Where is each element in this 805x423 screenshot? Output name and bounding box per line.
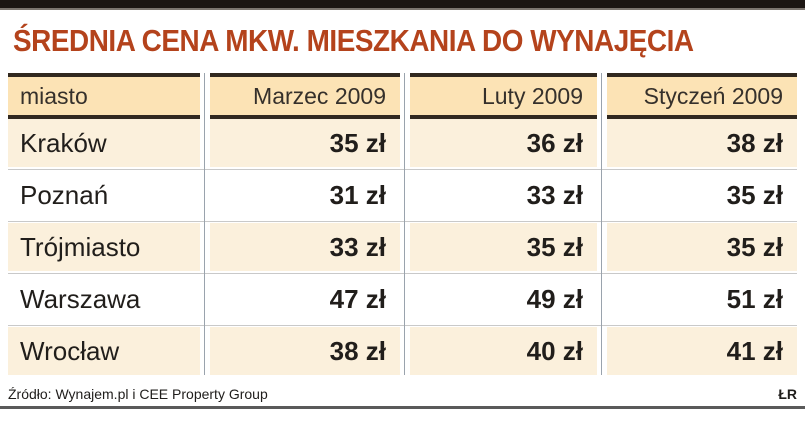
column-divider bbox=[204, 73, 205, 375]
price-cell-styczen: 38 zł bbox=[607, 119, 797, 167]
column-header-styczen-2009: Styczeń 2009 bbox=[607, 73, 797, 119]
page-title: ŚREDNIA CENA MKW. MIESZKANIA DO WYNAJĘCI… bbox=[13, 23, 694, 58]
table-header-row: miasto Marzec 2009 Luty 2009 Styczeń 200… bbox=[8, 73, 797, 119]
table-row: Warszawa 47 zł 49 zł 51 zł bbox=[8, 275, 797, 323]
column-header-luty-2009: Luty 2009 bbox=[410, 73, 597, 119]
column-header-miasto: miasto bbox=[8, 73, 200, 119]
price-cell-luty: 49 zł bbox=[410, 275, 597, 323]
source-text: Źródło: Wynajem.pl i CEE Property Group bbox=[8, 386, 268, 402]
price-cell-marzec: 33 zł bbox=[210, 223, 400, 271]
price-cell-luty: 36 zł bbox=[410, 119, 597, 167]
price-cell-marzec: 47 zł bbox=[210, 275, 400, 323]
row-separator bbox=[8, 167, 797, 171]
city-cell: Poznań bbox=[8, 171, 200, 219]
city-cell: Kraków bbox=[8, 119, 200, 167]
price-cell-luty: 33 zł bbox=[410, 171, 597, 219]
table-row: Kraków 35 zł 36 zł 38 zł bbox=[8, 119, 797, 167]
price-cell-styczen: 35 zł bbox=[607, 223, 797, 271]
price-cell-styczen: 35 zł bbox=[607, 171, 797, 219]
column-header-marzec-2009: Marzec 2009 bbox=[210, 73, 400, 119]
row-separator bbox=[8, 323, 797, 327]
footer: Źródło: Wynajem.pl i CEE Property Group … bbox=[8, 386, 797, 402]
price-cell-marzec: 31 zł bbox=[210, 171, 400, 219]
price-cell-styczen: 51 zł bbox=[607, 275, 797, 323]
table-row: Poznań 31 zł 33 zł 35 zł bbox=[8, 171, 797, 219]
column-divider bbox=[601, 73, 602, 375]
price-cell-marzec: 38 zł bbox=[210, 327, 400, 375]
author-initials: ŁR bbox=[778, 386, 797, 402]
city-cell: Wrocław bbox=[8, 327, 200, 375]
table-row: Trójmiasto 33 zł 35 zł 35 zł bbox=[8, 223, 797, 271]
price-table: miasto Marzec 2009 Luty 2009 Styczeń 200… bbox=[8, 73, 797, 375]
price-cell-styczen: 41 zł bbox=[607, 327, 797, 375]
table-row: Wrocław 38 zł 40 zł 41 zł bbox=[8, 327, 797, 375]
row-separator bbox=[8, 271, 797, 275]
price-cell-luty: 35 zł bbox=[410, 223, 597, 271]
price-cell-marzec: 35 zł bbox=[210, 119, 400, 167]
city-cell: Warszawa bbox=[8, 275, 200, 323]
row-separator bbox=[8, 219, 797, 223]
column-divider bbox=[404, 73, 405, 375]
price-cell-luty: 40 zł bbox=[410, 327, 597, 375]
top-bar bbox=[0, 0, 805, 10]
city-cell: Trójmiasto bbox=[8, 223, 200, 271]
bottom-rule bbox=[0, 406, 805, 409]
